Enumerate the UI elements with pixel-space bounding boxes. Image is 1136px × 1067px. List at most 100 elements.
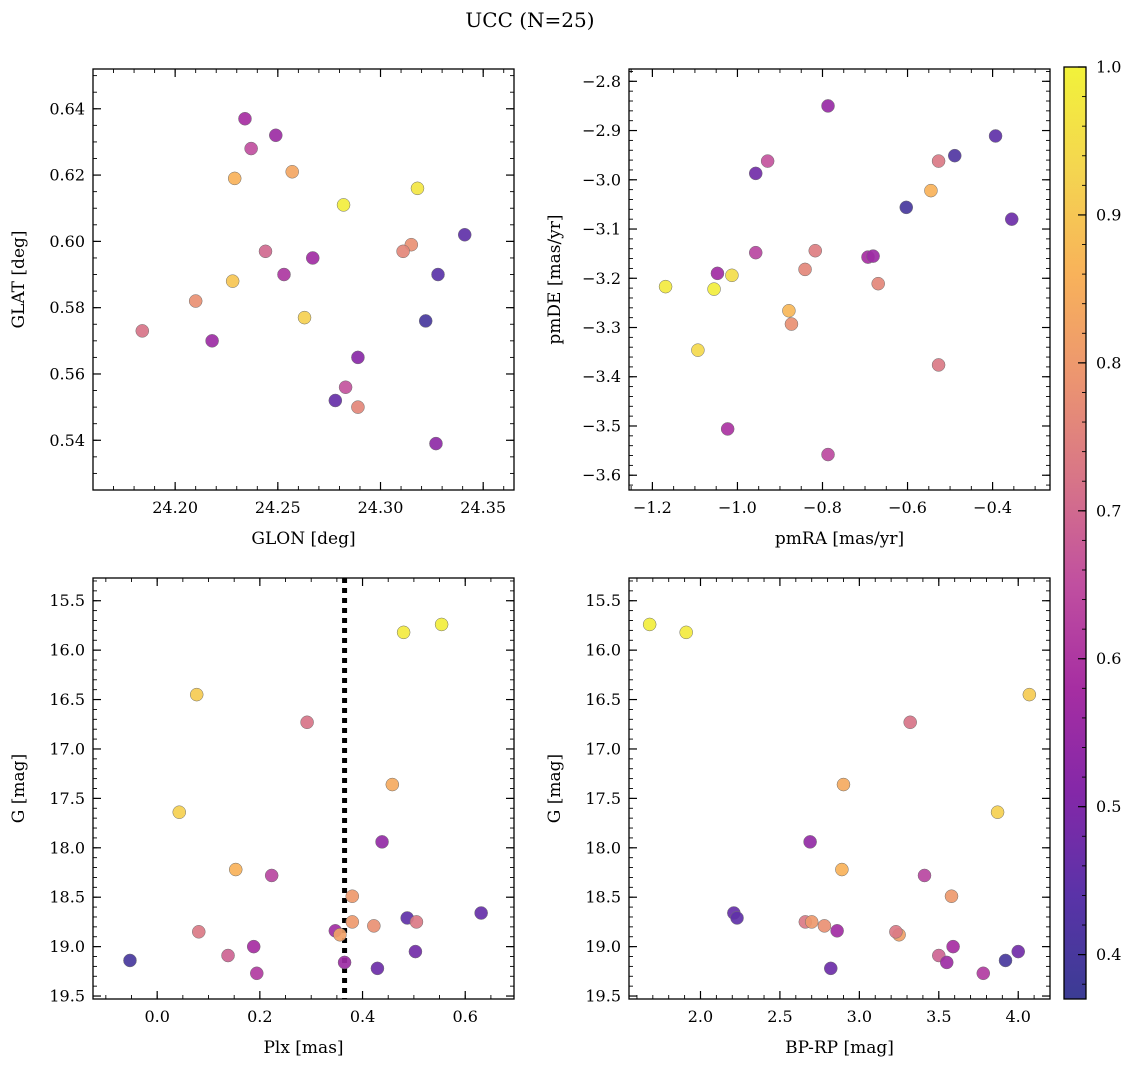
y-tick-label: 18.0: [585, 838, 621, 857]
scatter-point: [998, 953, 1013, 968]
scatter-point: [189, 687, 204, 702]
scatter-point: [385, 777, 400, 792]
colorbar-tick-label: 0.4: [1096, 945, 1121, 964]
scatter-point: [691, 343, 705, 357]
scatter-point: [305, 251, 320, 265]
scatter-point: [337, 955, 352, 970]
scatter-point: [1004, 212, 1019, 226]
y-tick-label: −3.1: [582, 220, 621, 239]
y-tick-label: 18.5: [585, 888, 621, 907]
scatter-point: [431, 267, 445, 282]
y-tick-label: 18.5: [49, 888, 85, 907]
scatter-point: [370, 961, 385, 976]
scatter-point: [285, 165, 299, 179]
scatter-point: [946, 939, 960, 954]
x-tick-label: 2.5: [767, 1007, 792, 1026]
x-tick-label: 0.6: [452, 1007, 477, 1026]
axes-frame: [92, 68, 515, 491]
scatter-point: [258, 244, 273, 259]
scatter-point: [264, 868, 279, 883]
y-tick-label: 19.0: [49, 937, 85, 956]
scatter-point: [784, 317, 799, 331]
scatter-point: [889, 925, 903, 939]
scatter-point: [720, 422, 735, 436]
y-tick-label: 0.56: [49, 364, 85, 383]
scatter-point: [410, 181, 425, 196]
scatter-point: [760, 154, 775, 168]
scatter-point: [338, 380, 353, 394]
colorbar-tick-label: 0.8: [1096, 353, 1121, 372]
y-axis-label: pmDE [mas/yr]: [545, 214, 565, 344]
x-tick-label: 3.5: [926, 1007, 951, 1026]
y-tick-label: −2.8: [582, 72, 621, 91]
y-axis-label: G [mag]: [545, 754, 565, 823]
scatter-point: [238, 111, 252, 126]
colorbar-tick-label: 0.9: [1096, 205, 1121, 224]
x-tick-label: 24.20: [152, 498, 198, 517]
axes-frame: [628, 68, 1051, 491]
scatter-point: [808, 243, 823, 258]
x-tick-label: 0.4: [350, 1007, 375, 1026]
scatter-point: [931, 154, 946, 168]
scatter-point: [924, 183, 938, 198]
x-tick-label: 2.0: [688, 1007, 713, 1026]
scatter-point: [725, 268, 739, 283]
scatter-point: [939, 955, 954, 970]
y-tick-label: 17.0: [49, 739, 85, 758]
scatter-point: [947, 148, 962, 163]
x-tick-label: 24.25: [255, 498, 301, 517]
scatter-point: [642, 617, 657, 632]
scatter-point: [866, 249, 880, 263]
x-tick-label: 24.30: [358, 498, 404, 517]
scatter-point: [976, 966, 991, 981]
panel-bprp-g: 2.0 2.5 3.0 3.5 4.0 15.5 16.0 16.5 17.0 17.5 18.0 1…: [545, 577, 1051, 1058]
scatter-point: [246, 939, 261, 954]
scatter-point: [903, 715, 917, 730]
y-tick-label: 15.5: [49, 591, 85, 610]
scatter-point: [944, 889, 959, 903]
scatter-point: [328, 393, 343, 408]
y-tick-label: 16.0: [585, 641, 621, 660]
x-tick-label: 4.0: [1005, 1007, 1030, 1026]
scatter-point: [1022, 687, 1037, 702]
scatter-point: [300, 715, 314, 730]
scatter-point: [192, 925, 206, 939]
y-tick-label: 0.60: [49, 232, 85, 251]
scatter-point: [333, 928, 347, 942]
scatter-point: [367, 919, 381, 933]
y-tick-label: 17.0: [585, 739, 621, 758]
x-tick-label: −1.0: [718, 498, 757, 517]
scatter-point: [228, 862, 243, 877]
scatter-point: [123, 953, 137, 968]
scatter-point: [871, 276, 885, 291]
scatter-point: [135, 324, 150, 338]
axes-frame: [92, 577, 515, 1000]
figure-title: UCC (N=25): [465, 8, 594, 32]
y-tick-label: −3.5: [582, 416, 621, 435]
colorbar-tick-label: 0.7: [1096, 501, 1121, 520]
scatter-point: [429, 436, 443, 451]
scatter-point: [824, 961, 838, 976]
scatter-point: [336, 198, 351, 212]
y-tick-label: 19.5: [585, 987, 621, 1006]
scatter-point: [804, 915, 819, 929]
scatter-point: [345, 889, 360, 903]
scatter-point: [782, 304, 796, 318]
colorbar-tick-label: 0.5: [1096, 797, 1121, 816]
x-tick-label: −1.2: [633, 498, 672, 517]
scatter-point: [227, 171, 242, 186]
scatter-point: [434, 617, 449, 632]
scatter-point: [396, 625, 411, 640]
scatter-point: [269, 128, 283, 143]
scatter-point: [988, 129, 1003, 143]
scatter-point: [172, 805, 187, 819]
scatter-point: [375, 835, 389, 849]
colorbar-gradient: [1064, 67, 1086, 999]
y-tick-label: −3.0: [582, 170, 621, 189]
scatter-point: [679, 625, 693, 640]
scatter-point: [658, 279, 673, 294]
y-tick-label: 18.0: [49, 838, 85, 857]
y-tick-label: 17.5: [49, 789, 85, 808]
y-tick-label: −3.4: [582, 367, 621, 386]
y-tick-label: 19.0: [585, 937, 621, 956]
